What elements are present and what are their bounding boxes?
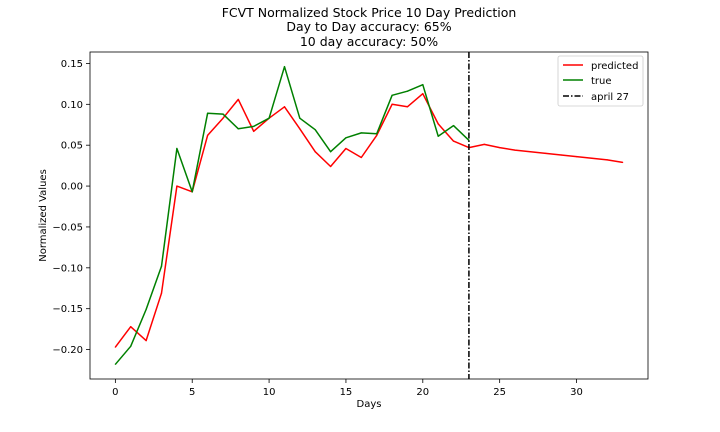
series-true-point bbox=[130, 345, 132, 347]
series-predicted-point bbox=[360, 156, 362, 159]
series-true-point bbox=[160, 265, 163, 267]
series-predicted-point bbox=[329, 165, 332, 168]
series-predicted-point bbox=[545, 152, 547, 154]
y-tick-label: 0.00 bbox=[61, 182, 83, 193]
series-true-point bbox=[299, 117, 301, 119]
series-true-point bbox=[437, 135, 439, 137]
series-predicted-point bbox=[606, 159, 608, 161]
series-predicted-point bbox=[452, 140, 455, 142]
series-predicted-point bbox=[422, 93, 424, 95]
title-line-3: 10 day accuracy: 50% bbox=[300, 34, 438, 49]
series-predicted-point bbox=[222, 117, 224, 119]
series-predicted-point bbox=[283, 106, 286, 108]
series-true-point bbox=[391, 94, 393, 96]
series-predicted-point bbox=[437, 123, 439, 125]
series-true-point bbox=[376, 133, 378, 135]
y-tick-label: 0.10 bbox=[61, 100, 83, 111]
series-predicted-point bbox=[622, 161, 624, 163]
y-tick-label: −0.05 bbox=[52, 222, 83, 233]
series-predicted-line bbox=[114, 92, 623, 348]
series-predicted-point bbox=[145, 339, 147, 342]
series-true-point bbox=[406, 90, 409, 92]
x-tick-label: 15 bbox=[340, 387, 353, 398]
legend-label-predicted: predicted bbox=[591, 61, 638, 72]
series-predicted-point bbox=[160, 292, 163, 294]
series-true-line bbox=[114, 65, 470, 365]
series-true-point bbox=[283, 66, 286, 68]
y-tick-label: −0.20 bbox=[52, 345, 83, 356]
series-predicted-point bbox=[591, 157, 593, 159]
series-predicted-point bbox=[253, 130, 255, 132]
series-true-point bbox=[360, 132, 362, 134]
series-true-point bbox=[191, 191, 193, 193]
series-true-point bbox=[345, 137, 347, 139]
series-true-point bbox=[452, 124, 455, 127]
title-line-2: Day to Day accuracy: 65% bbox=[286, 19, 451, 34]
legend-label-true: true bbox=[591, 76, 612, 87]
series-predicted-point bbox=[114, 346, 116, 348]
series-predicted-point bbox=[130, 326, 132, 328]
series-predicted-point bbox=[345, 147, 347, 150]
series-predicted-point bbox=[391, 103, 393, 105]
series-true-point bbox=[222, 113, 224, 115]
plot-frame bbox=[89, 51, 649, 380]
x-tick-label: 5 bbox=[189, 387, 195, 398]
series-true-point bbox=[114, 363, 116, 365]
y-tick-label: −0.10 bbox=[52, 263, 83, 274]
series-predicted-point bbox=[314, 151, 316, 153]
legend-box bbox=[557, 55, 644, 107]
series-layer bbox=[114, 52, 624, 379]
series-true-point bbox=[145, 308, 147, 311]
chart-title: FCVT Normalized Stock Price 10 Day Predi… bbox=[222, 5, 517, 49]
y-tick-label: 0.05 bbox=[61, 141, 83, 152]
series-predicted-point bbox=[560, 154, 562, 156]
x-tick-label: 30 bbox=[570, 387, 583, 398]
x-tick-label: 10 bbox=[263, 387, 276, 398]
series-predicted-point bbox=[376, 134, 378, 136]
series-true-point bbox=[329, 151, 332, 153]
series-predicted-point bbox=[529, 151, 532, 153]
series-predicted-point bbox=[483, 143, 485, 145]
tick-layer: 0 5 10 15 20 25 30 −0.20 −0.15 −0.10 −0.05 0.00 0.05… bbox=[52, 59, 583, 398]
series-true-point bbox=[176, 147, 178, 150]
x-tick-label: 0 bbox=[112, 387, 118, 398]
series-true-point bbox=[206, 112, 209, 114]
series-true-point bbox=[253, 125, 255, 127]
y-axis-label: Normalized Values bbox=[38, 169, 49, 262]
series-predicted-point bbox=[206, 134, 209, 136]
series-predicted-point bbox=[406, 106, 409, 108]
series-predicted-point bbox=[575, 156, 578, 158]
series-true-point bbox=[268, 117, 270, 119]
x-axis-label: Days bbox=[357, 399, 382, 410]
series-true-point bbox=[422, 84, 424, 86]
series-predicted-point bbox=[299, 128, 301, 130]
y-tick-label: 0.15 bbox=[61, 59, 83, 70]
title-line-1: FCVT Normalized Stock Price 10 Day Predi… bbox=[222, 5, 517, 20]
series-predicted-point bbox=[237, 98, 239, 101]
legend-label-april-27: april 27 bbox=[591, 92, 629, 103]
series-predicted-point bbox=[499, 147, 501, 149]
y-tick-label: −0.15 bbox=[52, 304, 83, 315]
x-tick-label: 20 bbox=[416, 387, 429, 398]
series-true-point bbox=[237, 128, 239, 130]
legend: predicted true april 27 bbox=[557, 55, 644, 107]
series-predicted-point bbox=[176, 185, 178, 187]
x-tick-label: 25 bbox=[493, 387, 506, 398]
series-true-point bbox=[314, 129, 316, 131]
series-predicted-point bbox=[514, 149, 516, 151]
